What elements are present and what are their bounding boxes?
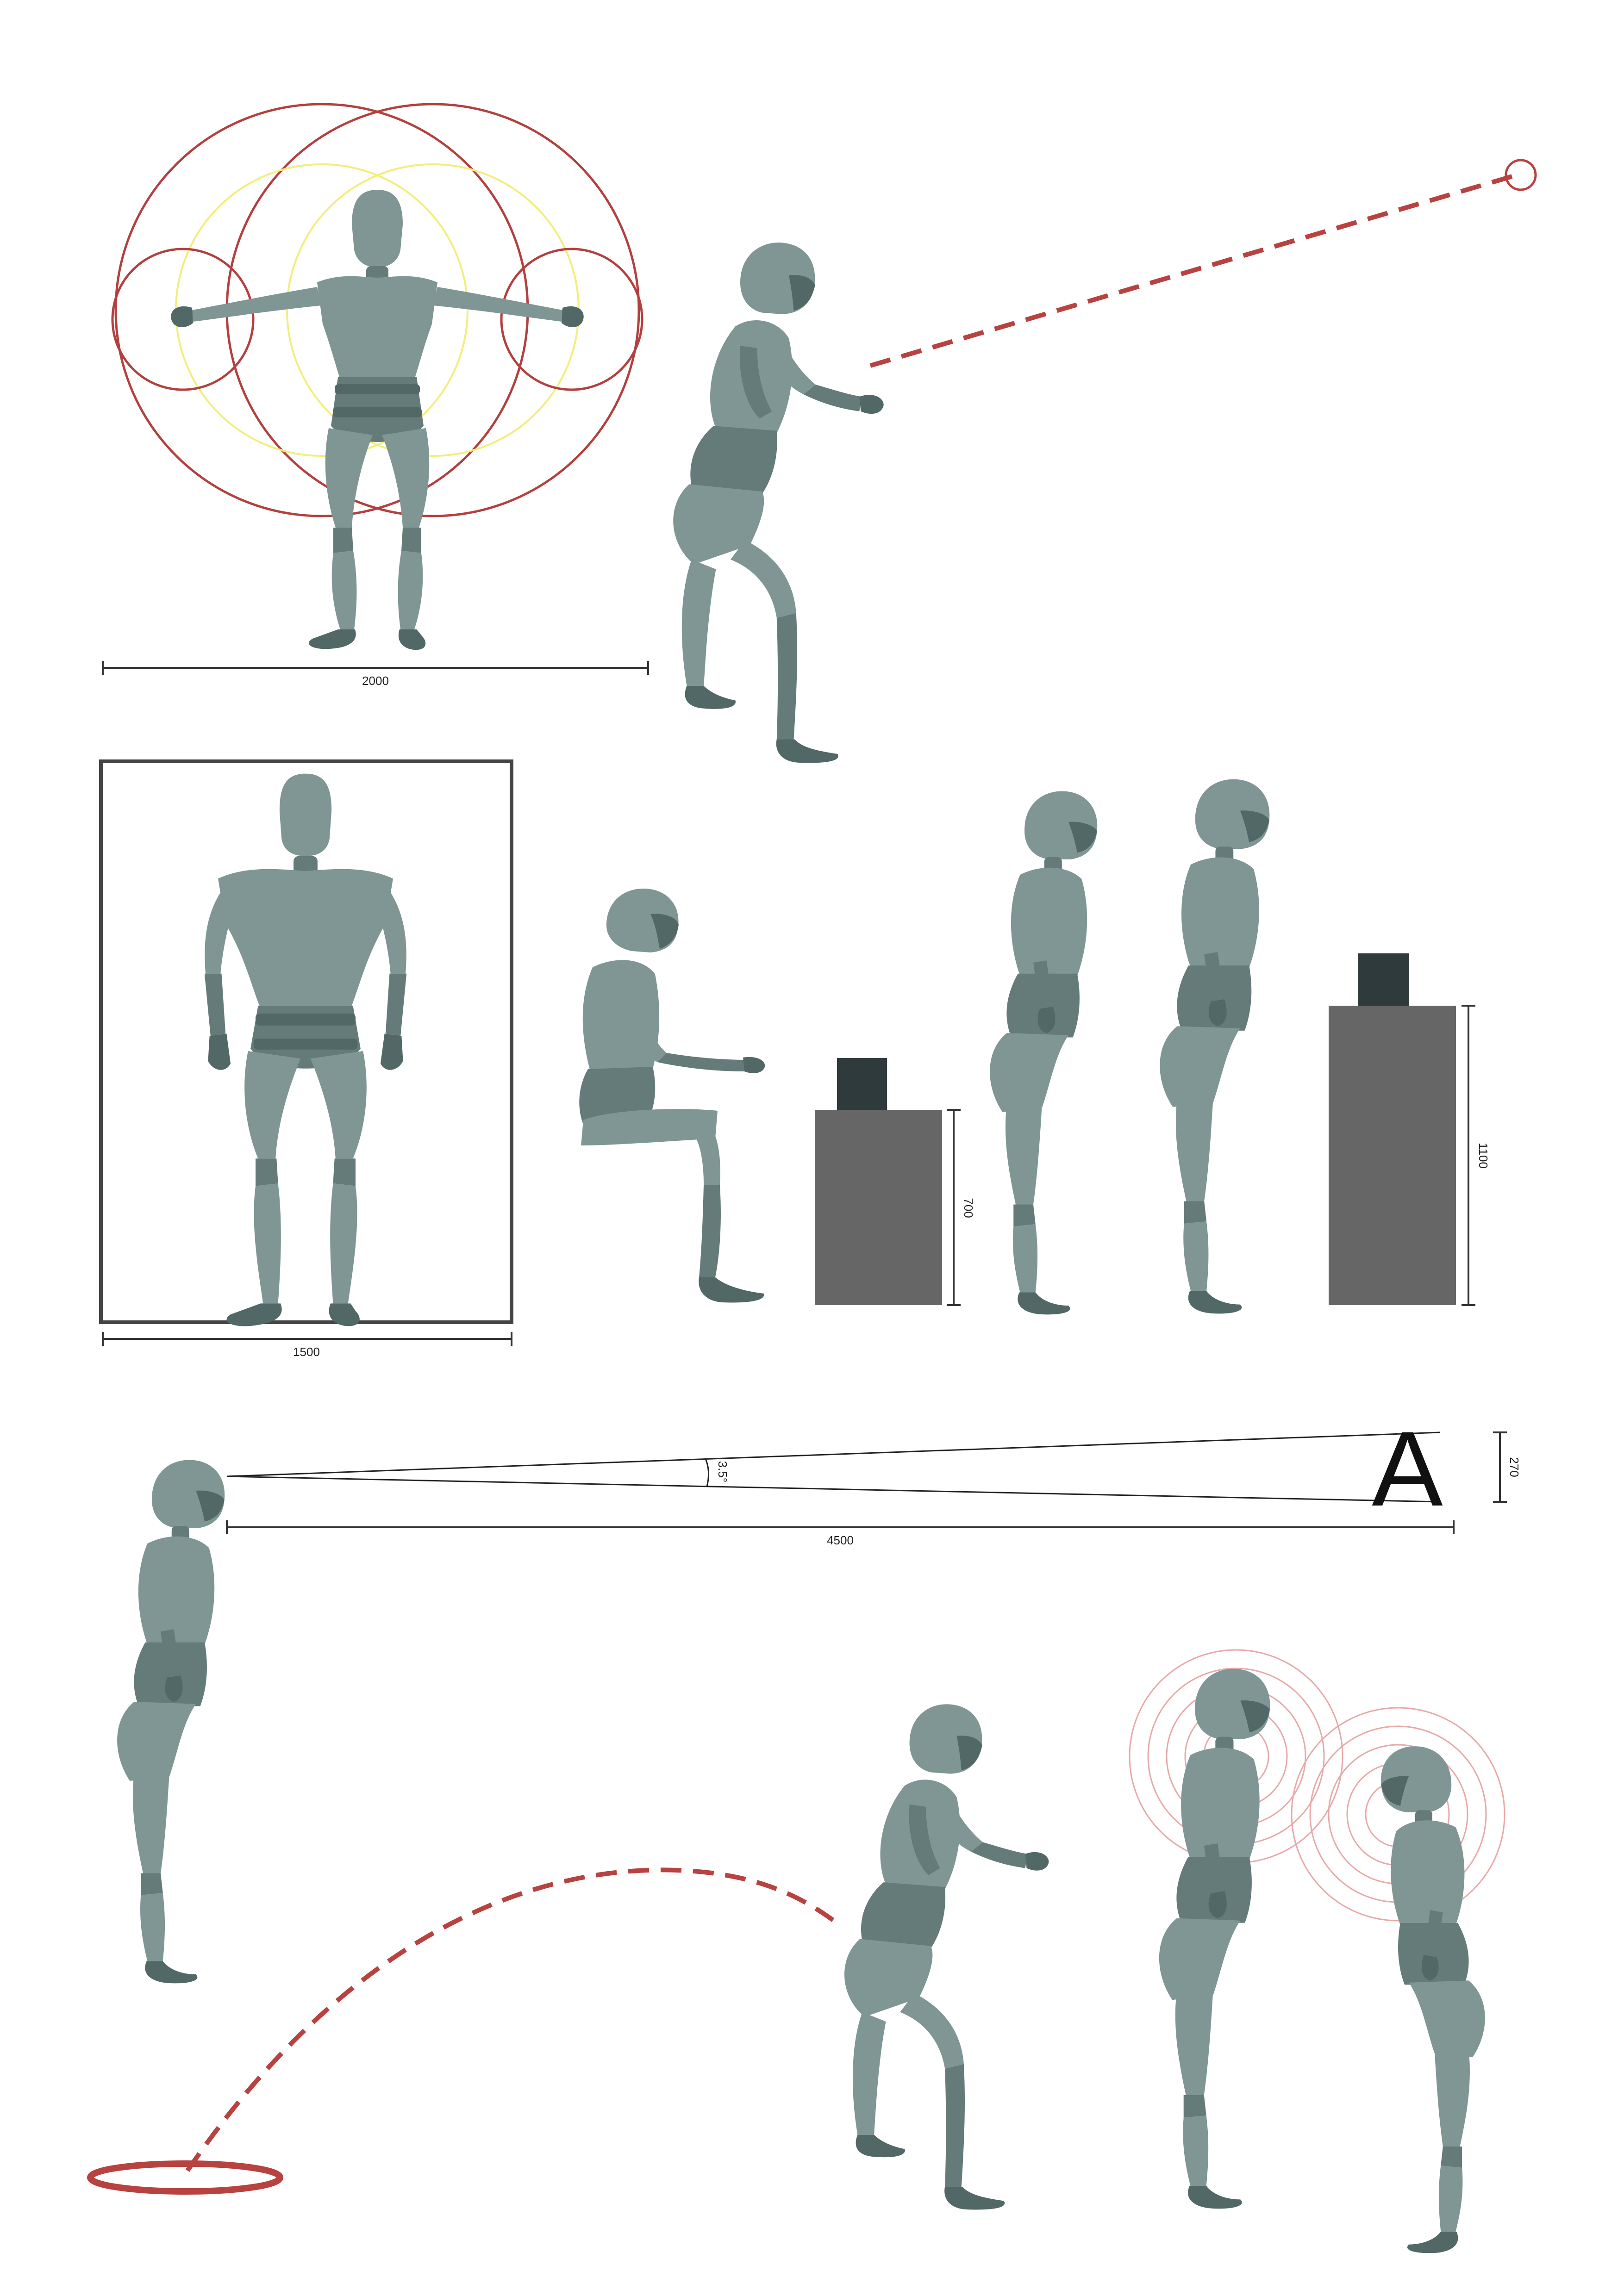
- pointing-path: [869, 174, 1515, 368]
- viewing-distance-dimension: 4500: [226, 1520, 1455, 1547]
- arm-span-label: 2000: [362, 674, 389, 688]
- human-figure-icon: [844, 1704, 1049, 2210]
- view-angle-label: 3.5°: [716, 1461, 730, 1483]
- letter-height-label: 270: [1507, 1457, 1521, 1477]
- human-figure-icon: [117, 1460, 225, 1984]
- hand-circle-right: [500, 248, 643, 391]
- sign-letter: A: [1372, 1409, 1443, 1528]
- counter-body: [815, 1110, 942, 1305]
- counter-body: [1329, 1006, 1456, 1305]
- standing-counter: [1329, 953, 1456, 1305]
- standing-counter-height-label: 1100: [1476, 1143, 1490, 1169]
- counter-top-device: [1358, 953, 1409, 1006]
- counter-top-device: [837, 1058, 887, 1110]
- landing-ring-icon: [87, 2160, 283, 2195]
- seated-counter: [815, 1058, 942, 1305]
- hand-circle-left: [111, 248, 255, 391]
- human-figure-icon: [204, 773, 407, 1326]
- standing-counter-height-dimension: 1100: [1462, 1005, 1490, 1306]
- human-figure-icon: [579, 889, 765, 1303]
- human-figure-icon: [673, 243, 884, 763]
- human-figure-icon: [1380, 1746, 1485, 2253]
- frame-width-label: 1500: [293, 1345, 320, 1359]
- frame-width-dimension: 1500: [102, 1332, 512, 1359]
- view-angle-arc: [705, 1460, 709, 1487]
- sight-lines: 3.5°: [226, 1431, 1440, 1503]
- human-figure-icon: [1159, 1668, 1270, 2209]
- arm-span-dimension: 2000: [102, 661, 649, 688]
- frame: [99, 759, 513, 1324]
- letter-height-dimension: 270: [1493, 1431, 1521, 1503]
- seated-counter-height-dimension: 700: [947, 1109, 975, 1306]
- human-figure-icon: [171, 190, 584, 650]
- human-figure-icon: [1160, 779, 1270, 1314]
- throw-path: [185, 1867, 842, 2172]
- target-circle-icon: [1505, 159, 1537, 191]
- human-figure-icon: [990, 791, 1098, 1315]
- viewing-distance-label: 4500: [827, 1533, 854, 1547]
- seated-counter-height-label: 700: [962, 1198, 975, 1218]
